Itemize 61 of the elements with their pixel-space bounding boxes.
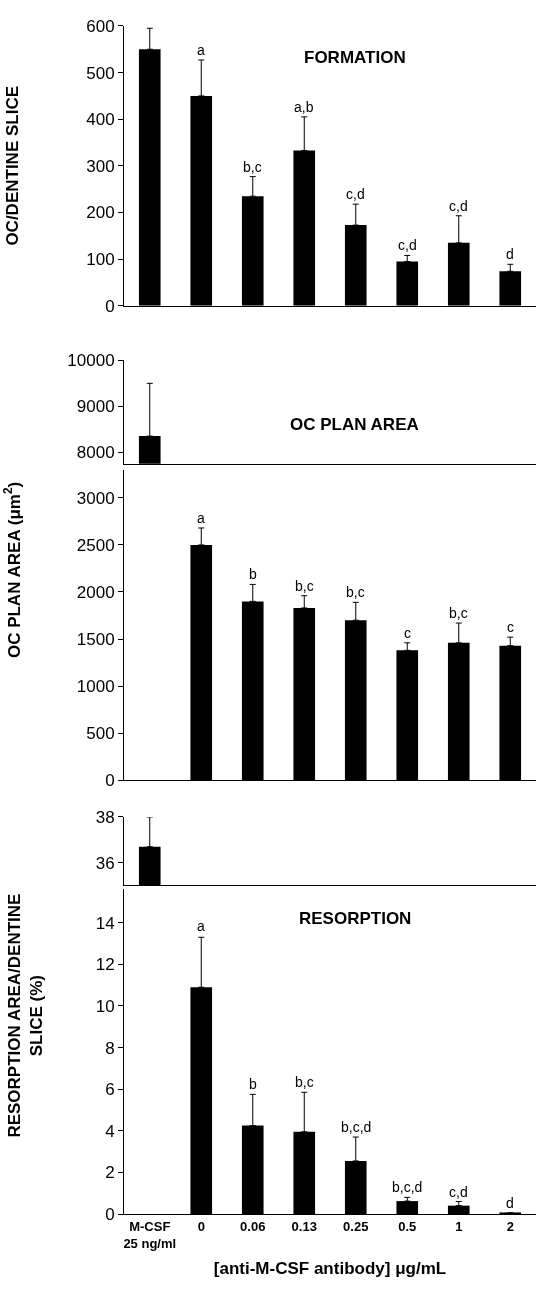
data-label: b [249,566,257,582]
y-tick-label: 3000 [76,488,115,508]
data-label: c,d [398,237,417,253]
y-tick-label: 300 [86,156,115,176]
data-label: b,c [295,1074,314,1090]
data-label: c [507,619,514,635]
data-label: b,c [243,159,262,175]
y-tick-label: 100 [86,250,115,270]
x-tick-label: 1 [455,1218,463,1234]
y-tick-label: 4 [105,1121,115,1141]
data-label: a [197,510,205,526]
text: FORMATION [304,48,406,67]
x-tick-label: 0.5 [398,1218,417,1234]
data-label: b,c,d [392,1179,423,1195]
y-tick-label: 2000 [76,582,115,602]
data-label: b,c,d [341,1119,372,1135]
x-tick-label: 0.13 [291,1218,317,1234]
data-label: b,c [295,578,314,594]
x-tick-label: 0.25 [343,1218,369,1234]
data-label: c,d [449,198,468,214]
y-tick-label: 500 [86,724,115,744]
annotation: a [197,918,205,934]
y-tick-label: 1500 [76,629,115,649]
y-tick-label: 6 [105,1080,115,1100]
data-label: b,c [346,584,365,600]
data-label: d [506,246,514,262]
y-tick-label: 36 [95,853,115,873]
y-tick-label: 500 [86,63,115,83]
x-axis-title: [anti-M-CSF antibody] μg/mL [213,1258,447,1278]
y-tick-label: 14 [95,913,115,933]
data-label: b,c [449,605,468,621]
data-label: a [197,42,205,58]
text: OC PLAN AREA [290,415,419,434]
x-tick-label: M-CSF 25 ng/ml [123,1218,177,1251]
y-tick-label: 600 [86,16,115,36]
data-label: c,d [449,1184,468,1200]
y-tick-label: 9000 [76,397,115,417]
y-tick-label: 0 [105,296,115,316]
x-tick-label: 2 [506,1218,514,1234]
y-tick-label: 12 [95,955,115,975]
y-tick-label: 200 [86,203,115,223]
data-label: a,b [294,99,314,115]
data-label: c [404,625,411,641]
y-tick-label: 10000 [67,351,115,371]
data-label: d [506,1195,514,1211]
y-tick-label: 0 [105,771,115,791]
x-tick-label: 0.06 [240,1218,266,1234]
y-tick-label: 8 [105,1038,115,1058]
data-label: c,d [346,186,365,202]
x-tick-label: 0 [197,1218,205,1234]
y-tick-label: 2 [105,1163,115,1183]
y-axis-title: RESORPTION AREA/DENTINE SLICE (%) [4,893,46,1138]
y-tick-label: 2500 [76,535,115,555]
text: RESORPTION [299,909,412,928]
y-tick-label: 8000 [76,443,115,463]
data-label: b [249,1076,257,1092]
y-axis-title: OC/DENTINE SLICE [2,86,22,246]
y-tick-label: 38 [95,807,115,827]
y-tick-label: 400 [86,110,115,130]
y-tick-label: 10 [95,996,115,1016]
y-tick-label: 1000 [76,677,115,697]
